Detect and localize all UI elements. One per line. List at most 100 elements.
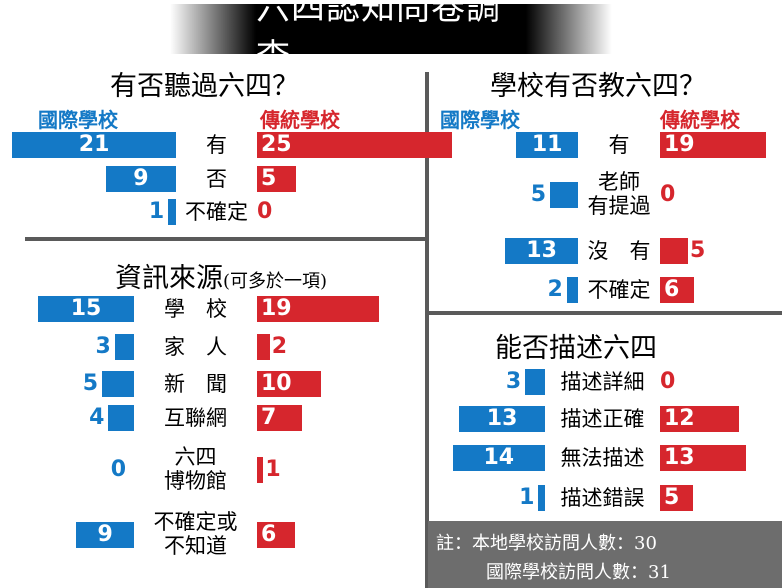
category-label: 無法描述 [560,446,645,470]
category-label: 不確定 [587,278,651,302]
blue-value: 9 [97,522,113,547]
red-value: 6 [261,522,277,547]
category-label: 老師 有提過 [587,170,651,218]
red-bar [257,522,296,548]
blue-bar [538,485,545,511]
red-value: 1 [265,457,281,482]
category-label: 描述詳細 [560,370,645,394]
vertical-divider [425,72,429,588]
blue-bar [38,296,134,322]
red-value: 6 [664,277,680,302]
blue-value: 1 [519,485,535,510]
red-value: 2 [271,334,288,359]
red-bar [257,166,296,192]
red-bar [660,132,767,158]
blue-value: 4 [89,405,105,430]
blue-bar [76,522,134,548]
blue-value: 5 [82,371,98,396]
chart-title: 有否聽過六四？ [110,71,299,102]
note-line-1: 註：本地學校訪問人數：30 [436,533,657,554]
chart-subtitle: (可多於一項) [223,271,328,292]
red-bar [257,405,302,431]
blue-value: 1 [148,199,165,224]
chart-title: 能否描述六四 [495,333,657,364]
red-bar [660,238,688,264]
series-label-traditional: 傳統學校 [660,108,740,132]
red-bar [257,371,321,397]
blue-value: 3 [95,334,111,359]
blue-bar [108,405,134,431]
category-label: 否 [206,167,227,191]
series-label-traditional: 傳統學校 [260,108,340,132]
chart-title: 學校有否教六四？ [490,71,706,102]
category-label: 新 聞 [164,372,227,396]
category-label: 有 [608,133,630,157]
red-bar [257,132,452,158]
page-title: 六四認知問卷調查 [256,0,526,77]
red-value: 25 [261,132,292,157]
blue-value: 13 [486,406,518,431]
left-horizontal-divider [25,237,425,241]
category-label: 家 人 [164,335,227,359]
title-band: 六四認知問卷調查 [0,0,782,77]
blue-bar [105,166,176,192]
blue-value: 5 [530,182,546,207]
blue-value: 9 [133,166,149,191]
red-value: 5 [261,166,277,191]
blue-bar [452,445,545,471]
blue-bar [516,132,578,158]
category-label: 學 校 [164,297,227,321]
red-value: 12 [664,406,695,431]
category-label: 互聯網 [164,406,227,430]
red-value: 0 [660,369,676,394]
red-value: 0 [257,199,273,224]
note-box: 註：本地學校訪問人數：30 國際學校訪問人數：31 [428,521,782,588]
red-bar [660,485,693,511]
title-fade-right [526,4,612,54]
red-bar [257,457,264,483]
blue-value: 13 [526,238,557,263]
series-label-international: 國際學校 [440,108,520,132]
red-value: 5 [664,485,680,510]
category-label: 不確定或 不知道 [153,510,238,558]
blue-bar [505,238,578,264]
blue-bar [12,132,176,158]
category-label: 描述錯誤 [560,486,645,510]
red-bar [660,406,740,432]
blue-bar [566,277,578,303]
blue-value: 15 [70,296,102,321]
blue-bar [459,406,545,432]
blue-bar [114,334,134,360]
category-label: 不確定 [185,200,248,224]
blue-bar [168,199,176,225]
red-value: 7 [261,405,277,430]
red-bar [257,334,270,360]
blue-bar [525,369,545,395]
red-value: 13 [664,445,695,470]
blue-value: 2 [547,277,563,302]
blue-bar [102,371,134,397]
red-value: 19 [261,296,292,321]
red-bar [660,445,746,471]
blue-bar [550,182,578,208]
category-label: 沒 有 [587,239,651,263]
title-fade-left [170,4,256,54]
red-value: 10 [261,371,292,396]
red-value: 0 [660,182,676,207]
red-bar [660,277,694,303]
category-label: 描述正確 [560,407,645,431]
category-label: 六四 博物館 [164,445,227,493]
blue-value: 11 [531,132,563,157]
note-line-2: 國際學校訪問人數：31 [486,562,671,583]
red-value: 5 [690,238,706,263]
blue-value: 0 [110,457,126,482]
right-horizontal-divider [429,311,782,315]
blue-value: 21 [78,132,110,157]
red-value: 19 [664,132,695,157]
series-label-international: 國際學校 [38,108,118,132]
blue-value: 14 [483,445,515,470]
red-bar [257,296,379,322]
chart-title: 資訊來源(可多於一項) [115,263,328,294]
category-label: 有 [206,133,227,157]
blue-value: 3 [505,369,522,394]
